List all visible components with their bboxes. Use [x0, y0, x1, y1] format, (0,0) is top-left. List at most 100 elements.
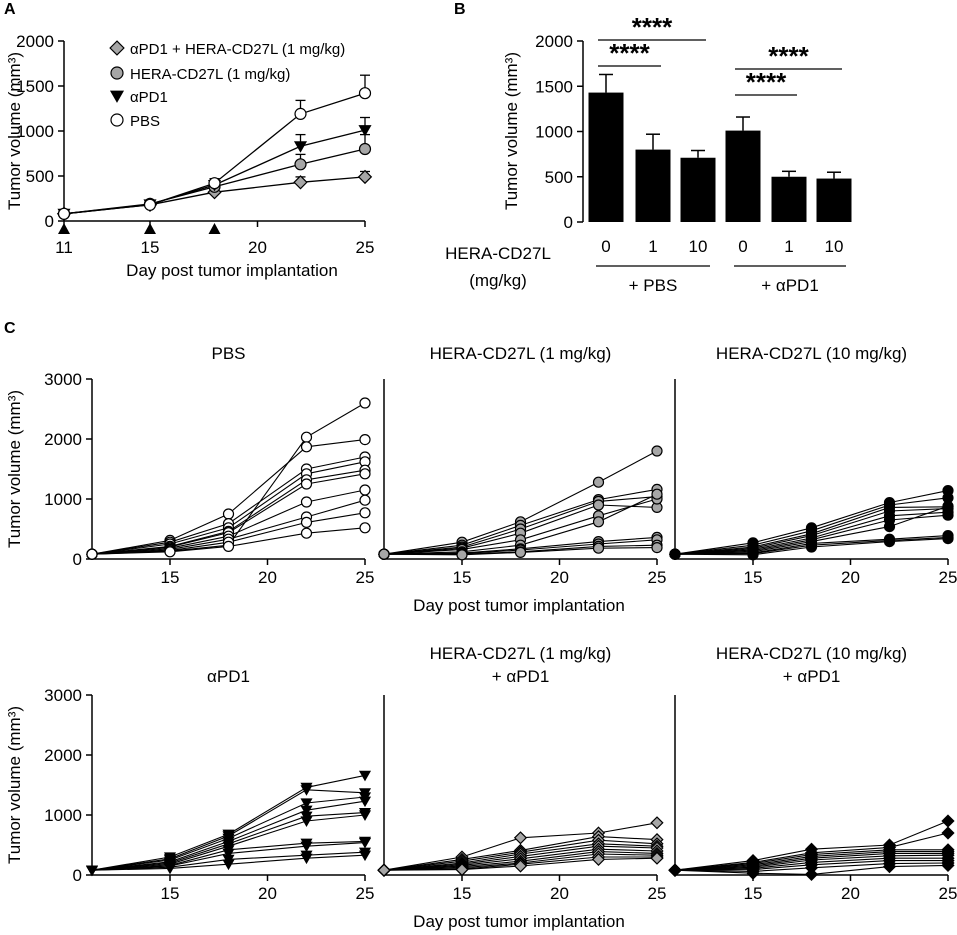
panel-a-data-point	[57, 207, 71, 220]
legend-label: αPD1 + HERA-CD27L (1 mg/kg)	[130, 41, 345, 58]
panel-c-x-tick-label: 25	[356, 884, 375, 903]
panel-b-bar-chart: 0 500 1000 1500 2000 Tumor volume (mm³) 0 1 10 0 1…	[445, 12, 852, 295]
panel-a-y-axis-label: Tumor volume (mm³)	[5, 52, 24, 210]
individual-data-point	[651, 488, 663, 500]
treatment-day-arrow	[208, 223, 221, 234]
panel-c-x-axis-label-bottom: Day post tumor implantation	[413, 912, 625, 931]
group-label-pbs: + PBS	[629, 276, 678, 295]
individual-data-point	[591, 852, 606, 866]
individual-data-point	[592, 542, 605, 554]
panel-a-data-point	[358, 125, 372, 137]
bar	[635, 149, 671, 222]
individual-data-point	[514, 546, 527, 559]
panel-a-y-tick-label: 1000	[16, 122, 54, 141]
individual-data-point	[359, 484, 371, 496]
panel-a-data-point	[293, 141, 308, 153]
panel-c-y-tick-label: 2000	[44, 430, 82, 449]
panel-c-y-tick-label: 2000	[44, 746, 82, 765]
individual-data-point	[668, 863, 682, 877]
bar	[588, 92, 624, 223]
individual-data-point	[804, 867, 819, 881]
individual-data-point	[883, 520, 896, 533]
panel-a-y-tick-label: 2000	[16, 32, 54, 51]
panel-b-y-tick-label: 500	[545, 168, 573, 187]
panel-a-x-tick-label: 15	[141, 238, 160, 257]
panel-a-data-point	[293, 175, 308, 190]
panel-b-y-tick-label: 1500	[535, 77, 573, 96]
panel-c-subplot-title: PBS	[211, 344, 245, 363]
panel-c-y-tick-label: 0	[73, 550, 82, 569]
panel-c-x-tick-label: 25	[648, 884, 667, 903]
panel-b-y-tick-label: 0	[564, 213, 573, 232]
individual-data-point	[455, 863, 469, 877]
individual-data-point	[300, 798, 313, 809]
panel-c-y-tick-label: 0	[73, 866, 82, 885]
panel-c-x-tick-label: 20	[550, 884, 569, 903]
treatment-day-arrow	[58, 223, 70, 234]
panel-c-subplot-title: + αPD1	[492, 667, 550, 686]
individual-data-point	[805, 541, 818, 553]
panel-a-data-point	[358, 87, 372, 100]
panel-a-data-point	[143, 198, 157, 211]
individual-data-point	[85, 865, 99, 877]
individual-data-point	[359, 434, 371, 446]
panel-c-x-tick-label: 25	[356, 568, 375, 587]
individual-data-point	[378, 548, 390, 560]
panel-c-x-axis-label-top: Day post tumor implantation	[413, 596, 625, 615]
individual-data-point	[300, 805, 313, 817]
panel-c-y-tick-label: 3000	[44, 370, 82, 389]
panel-letter-c: C	[4, 320, 16, 337]
panel-c-x-tick-label: 15	[453, 568, 472, 587]
bar	[816, 178, 852, 222]
individual-data-point	[651, 445, 663, 457]
individual-data-point	[222, 848, 235, 860]
panel-c-x-tick-label: 20	[258, 884, 277, 903]
individual-data-point	[300, 841, 313, 853]
individual-data-point	[300, 516, 313, 529]
legend-label: PBS	[130, 113, 160, 130]
individual-data-point	[300, 496, 313, 508]
individual-data-point	[941, 858, 955, 872]
dose-label: 10	[825, 237, 844, 256]
panel-c-x-tick-label: 15	[161, 884, 180, 903]
panel-b-y-tick-label: 1000	[535, 123, 573, 142]
panel-c-subplot-title: HERA-CD27L (10 mg/kg)	[716, 644, 907, 663]
individual-data-point	[358, 810, 372, 821]
dose-label: 1	[784, 237, 793, 256]
individual-data-point	[592, 516, 605, 528]
dose-label: 0	[738, 237, 747, 256]
panel-c-individual-curves: 0 1000 2000 3000 Tumor volume (mm³) 15 20 25 PBS…	[5, 344, 957, 931]
panel-c-x-tick-label: 25	[648, 568, 667, 587]
panel-c-x-tick-label: 15	[744, 884, 763, 903]
panel-c-y-axis-label: Tumor volume (mm³)	[5, 390, 24, 548]
panel-c-subplot-title: HERA-CD27L (1 mg/kg)	[430, 344, 612, 363]
panel-a-y-tick-label: 0	[45, 212, 54, 231]
individual-data-point	[359, 507, 371, 519]
individual-data-point	[359, 522, 371, 534]
panel-letter-a: A	[4, 1, 16, 18]
individual-data-point	[650, 851, 664, 865]
panel-c-x-tick-label: 25	[939, 884, 957, 903]
individual-data-point	[513, 831, 528, 845]
individual-data-point	[941, 814, 955, 828]
panel-a-data-point	[357, 169, 373, 185]
panel-a-x-tick-label: 20	[248, 238, 267, 257]
individual-data-point	[747, 549, 759, 561]
panel-c-x-tick-label: 15	[744, 568, 763, 587]
panel-c-x-tick-label: 15	[453, 884, 472, 903]
panel-a-x-axis-label: Day post tumor implantation	[126, 261, 338, 280]
individual-data-point	[358, 837, 372, 849]
individual-data-point	[300, 527, 313, 539]
individual-data-point	[513, 859, 528, 873]
panel-a-data-point	[358, 142, 372, 156]
panel-a-data-point	[208, 177, 221, 190]
panel-b-y-tick-label: 2000	[535, 32, 573, 51]
legend-marker	[110, 66, 124, 80]
panel-c-x-tick-label: 15	[161, 568, 180, 587]
panel-a-x-tick-label: 11	[55, 238, 73, 257]
legend-marker	[109, 40, 125, 56]
dose-label: 0	[601, 237, 610, 256]
panel-a-data-point	[294, 107, 307, 121]
panel-a-series-line	[63, 129, 366, 215]
panel-c-subplot-title: + αPD1	[783, 667, 841, 686]
